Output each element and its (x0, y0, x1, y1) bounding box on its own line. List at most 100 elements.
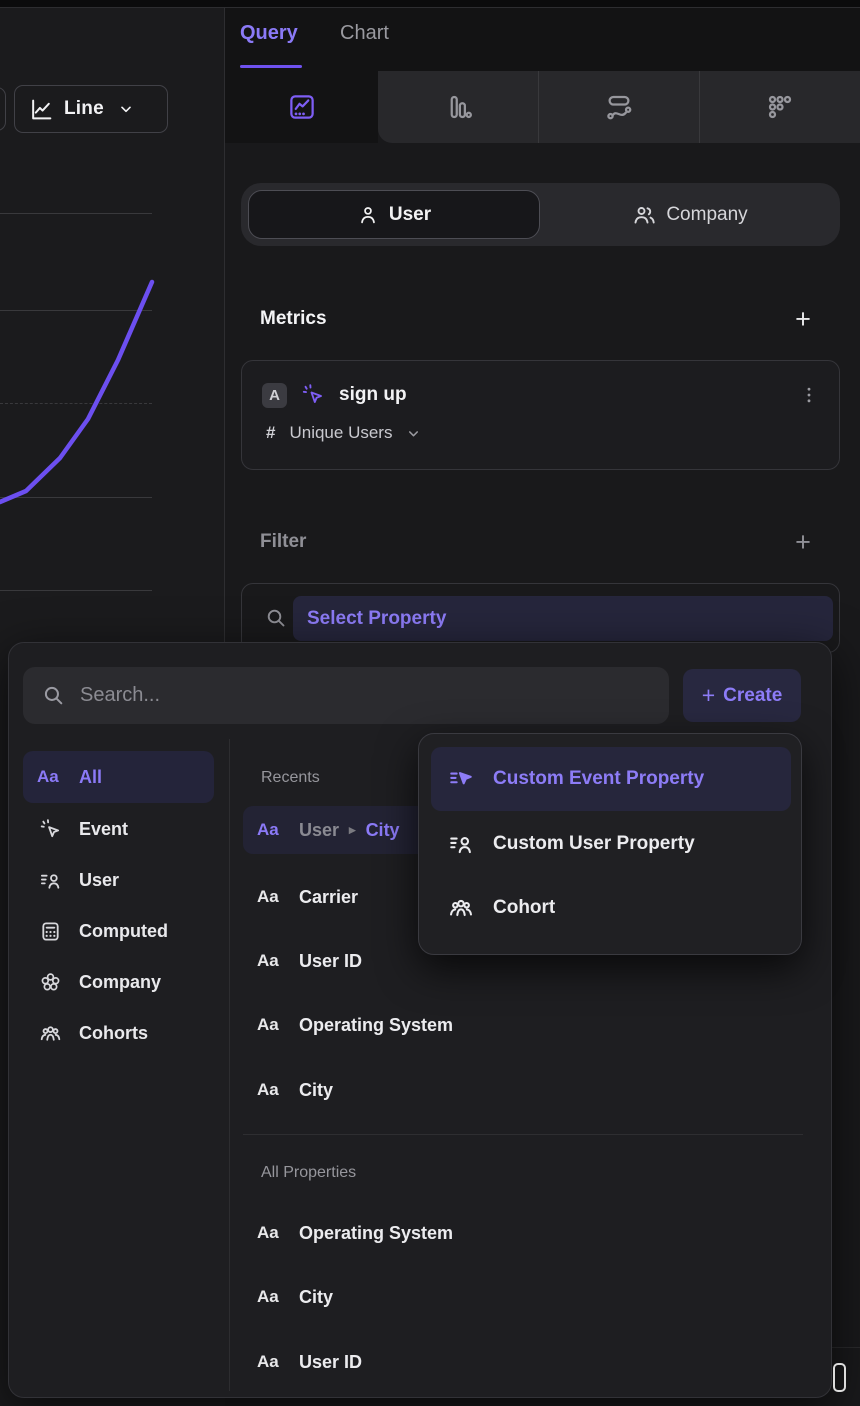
create-custom-event-property[interactable]: Custom Event Property (431, 747, 791, 811)
divider (0, 7, 860, 8)
aa-glyph: Aa (257, 1080, 279, 1099)
event-click-icon (37, 818, 63, 841)
aa-glyph: Aa (257, 820, 279, 839)
all-property-row[interactable]: Aa City (243, 1273, 347, 1321)
chart-type-selector-button[interactable]: Line (14, 85, 168, 133)
category-user[interactable]: User (23, 854, 214, 906)
charttype-tab-retention[interactable] (699, 71, 860, 143)
property-label: Operating System (299, 1222, 454, 1243)
aggregation-label: Unique Users (289, 423, 393, 442)
select-property-input[interactable] (307, 607, 819, 630)
category-computed[interactable]: Computed (23, 905, 214, 957)
add-filter-button[interactable]: + (795, 526, 811, 557)
people-icon (632, 203, 656, 227)
category-label: Event (79, 818, 129, 839)
divider (832, 1347, 860, 1348)
chart-type-label: Line (64, 98, 104, 119)
aa-glyph: Aa (257, 951, 279, 970)
property-label: Carrier (299, 886, 359, 907)
category-label: All (79, 766, 103, 787)
filter-property-input-pill[interactable] (293, 596, 833, 641)
chart-gridline (0, 310, 152, 311)
create-button-label: Create (723, 684, 783, 706)
company-cluster-icon (37, 971, 63, 994)
filter-card (241, 583, 840, 653)
recent-property-row[interactable]: Aa User ▸ City (243, 806, 433, 854)
search-icon (41, 683, 66, 708)
modal-search-input[interactable] (80, 684, 651, 707)
metric-letter-badge: A (262, 382, 287, 408)
charttype-tab-funnels[interactable] (378, 71, 538, 143)
plus-icon: + (701, 682, 716, 708)
category-label: Computed (79, 920, 168, 941)
user-property-icon (37, 869, 63, 892)
audience-toggle-user[interactable]: User (248, 190, 540, 239)
all-property-row[interactable]: Aa Operating System (243, 1209, 467, 1257)
tab-chart[interactable]: Chart (340, 22, 389, 44)
category-company[interactable]: Company (23, 956, 214, 1008)
menu-item-label: Cohort (493, 897, 556, 918)
filter-section-title: Filter (260, 531, 307, 552)
recent-property-row[interactable]: Aa User ID (243, 937, 376, 985)
metric-aggregation-dropdown[interactable]: # Unique Users (266, 423, 421, 443)
chart-gridline (0, 497, 152, 498)
person-icon (357, 204, 379, 226)
category-label: Cohorts (79, 1022, 148, 1043)
aa-glyph: Aa (257, 887, 279, 906)
search-icon (264, 606, 288, 630)
recent-property-row[interactable]: Aa Carrier (243, 873, 372, 921)
create-cohort[interactable]: Cohort (431, 884, 791, 932)
chart-gridline (0, 590, 152, 591)
insights-chart-icon (287, 92, 317, 122)
list-section-divider (243, 1134, 803, 1135)
calculator-icon (37, 920, 63, 943)
charttype-tab-flows[interactable] (538, 71, 699, 143)
audience-user-label: User (388, 203, 432, 225)
signup-series-line (0, 279, 155, 505)
category-all[interactable]: Aa All (23, 751, 214, 803)
metric-event-name: sign up (339, 384, 407, 405)
tab-query[interactable]: Query (240, 22, 298, 44)
event-click-icon (301, 383, 325, 407)
window-top-strip (0, 0, 860, 7)
line-chart-icon (29, 97, 54, 122)
audience-toggle-company[interactable]: Company (540, 183, 840, 246)
custom-event-property-icon (447, 766, 475, 792)
funnel-bars-icon (443, 92, 473, 122)
metric-card[interactable]: A sign up # Unique Users (241, 360, 840, 470)
modal-divider (229, 739, 230, 1391)
partial-toolbar-button[interactable] (0, 87, 6, 131)
category-event[interactable]: Event (23, 803, 214, 855)
create-button[interactable]: + Create (683, 669, 801, 722)
recent-property-row[interactable]: Aa City (243, 1066, 347, 1114)
aa-glyph: Aa (257, 1223, 279, 1242)
retention-dots-icon (765, 92, 795, 122)
category-cohorts[interactable]: Cohorts (23, 1007, 214, 1059)
property-breadcrumb: User ▸ City (299, 820, 400, 841)
menu-item-label: Custom User Property (493, 833, 695, 854)
aa-glyph: Aa (257, 1352, 279, 1371)
property-label: City (299, 1079, 334, 1100)
modal-search-bar[interactable] (23, 667, 669, 724)
active-tab-underline (240, 65, 302, 68)
chart-gridline (0, 403, 152, 404)
chevron-down-icon (406, 426, 421, 441)
audience-company-label: Company (666, 203, 748, 225)
custom-user-property-icon (447, 831, 475, 857)
charttype-tab-group (378, 71, 860, 143)
category-label: Company (79, 971, 162, 992)
aa-glyph: Aa (37, 767, 59, 786)
kebab-menu-icon[interactable] (799, 384, 819, 406)
recent-property-row[interactable]: Aa Operating System (243, 1001, 467, 1049)
cohort-people-icon (37, 1022, 63, 1045)
create-custom-user-property[interactable]: Custom User Property (431, 820, 791, 868)
breadcrumb-arrow-icon: ▸ (349, 822, 356, 837)
add-metric-button[interactable]: + (795, 303, 811, 334)
all-property-row[interactable]: Aa User ID (243, 1338, 376, 1386)
aa-glyph: Aa (257, 1015, 279, 1034)
number-symbol: # (266, 423, 276, 442)
charttype-tab-insights[interactable] (225, 71, 378, 143)
property-label: Operating System (299, 1014, 454, 1035)
flows-icon (604, 92, 634, 122)
